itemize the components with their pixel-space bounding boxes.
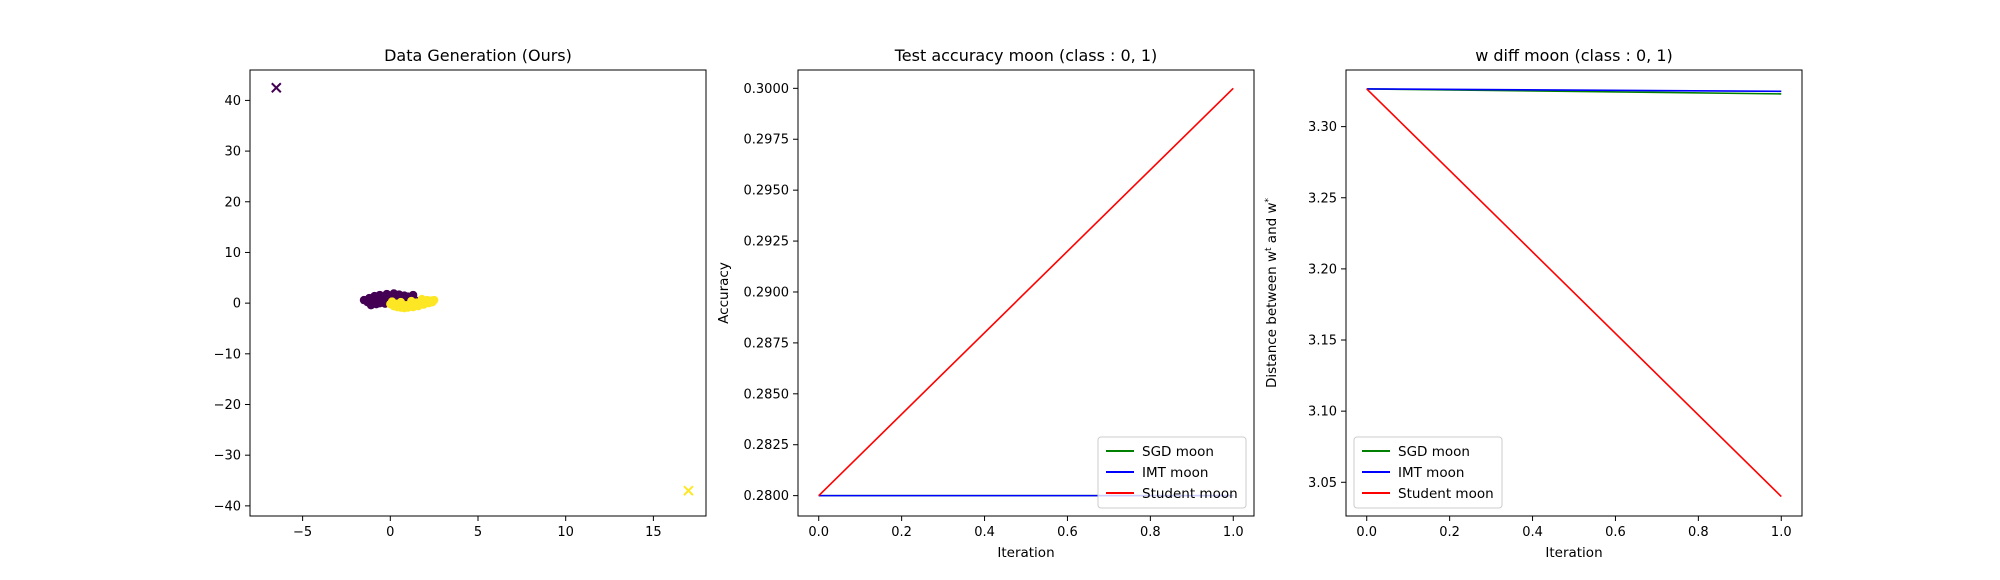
x-tick-label: 1.0 xyxy=(1771,525,1792,540)
series-line-student-moon xyxy=(1366,88,1782,498)
x-marker-class1 xyxy=(683,485,694,496)
x-tick-label: 1.0 xyxy=(1223,525,1244,540)
axes-frame xyxy=(1345,69,1803,517)
legend: SGD moon IMT moon Student moon xyxy=(1353,436,1503,509)
x-tick-label: −5 xyxy=(293,525,312,540)
y-tick-label: −10 xyxy=(214,347,241,362)
x-tick-label: 0.0 xyxy=(808,525,829,540)
plot-area xyxy=(818,87,1234,497)
axes-frame xyxy=(249,69,707,517)
y-tick-label: 3.30 xyxy=(1308,120,1337,135)
x-tick-label: 5 xyxy=(474,525,482,540)
legend-label: Student moon xyxy=(1398,486,1494,502)
x-marker-stroke xyxy=(683,485,694,496)
legend-box xyxy=(1097,436,1247,509)
x-tick-label: 0.4 xyxy=(1522,525,1543,540)
legend-box xyxy=(1353,436,1503,509)
scatter-point-class1 xyxy=(417,294,427,304)
x-tick-label: 0.8 xyxy=(1140,525,1161,540)
legend-entry: SGD moon xyxy=(1362,444,1470,460)
y-tick-label: −40 xyxy=(214,499,241,514)
scatter-point-class0 xyxy=(393,291,402,301)
scatter-point-class0 xyxy=(375,298,384,308)
y-tick-label: 0.2950 xyxy=(744,184,790,199)
series-line-imt-moon xyxy=(1366,88,1782,93)
y-tick-label: 3.25 xyxy=(1308,191,1337,206)
y-tick-label: 0.2800 xyxy=(744,489,790,504)
x-tick-label: 0.6 xyxy=(1057,525,1078,540)
chart-panel-2: Test accuracy moon (class : 0, 1) 0.0 0.2 0… xyxy=(716,46,1255,561)
series-line-student-moon xyxy=(818,87,1234,497)
plot-area xyxy=(271,82,694,496)
x-marker-class0 xyxy=(271,82,282,93)
x-tick-label: 0.8 xyxy=(1688,525,1709,540)
legend-entry: IMT moon xyxy=(1106,465,1208,481)
x-marker-stroke xyxy=(271,82,282,93)
y-tick-label: 30 xyxy=(224,145,241,160)
chart-panel-1: Data Generation (Ours) −5 0 5 10 15 −40 −30 −20 −… xyxy=(214,46,707,540)
y-axis-label: Distance between wt and w* xyxy=(1264,197,1280,388)
y-tick-label: 0.2825 xyxy=(744,438,790,453)
plot-area xyxy=(1366,88,1782,498)
scatter-point-class1 xyxy=(407,296,416,306)
y-tick-label: 0.2875 xyxy=(744,336,790,351)
legend-entry: SGD moon xyxy=(1106,444,1214,460)
y-tick-label: 40 xyxy=(224,94,241,109)
y-tick-label: 0.3000 xyxy=(744,82,790,97)
y-tick-label: 3.10 xyxy=(1308,405,1337,420)
y-tick-label: 0.2925 xyxy=(744,235,790,250)
x-tick-label: 0.0 xyxy=(1356,525,1377,540)
legend: SGD moon IMT moon Student moon xyxy=(1097,436,1247,509)
chart-panel-3: w diff moon (class : 0, 1) 0.0 0.2 0.4 0.6 0.… xyxy=(1264,46,1803,561)
y-tick-label: 0 xyxy=(233,297,241,312)
x-tick-label: 10 xyxy=(557,525,574,540)
y-tick-label: −20 xyxy=(214,398,241,413)
y-tick-label: 3.05 xyxy=(1308,476,1337,491)
x-axis-label: Iteration xyxy=(1545,545,1602,561)
y-tick-label: 10 xyxy=(224,246,241,261)
legend-entry: Student moon xyxy=(1106,486,1238,502)
legend-label: SGD moon xyxy=(1398,444,1470,460)
chart-title: Data Generation (Ours) xyxy=(384,46,572,65)
chart-title: w diff moon (class : 0, 1) xyxy=(1475,46,1673,65)
scatter-point-class0 xyxy=(366,300,376,310)
y-tick-label: 20 xyxy=(224,195,241,210)
y-tick-label: 0.2975 xyxy=(744,133,790,148)
legend-entry: IMT moon xyxy=(1362,465,1464,481)
legend-label: SGD moon xyxy=(1142,444,1214,460)
chart-title: Test accuracy moon (class : 0, 1) xyxy=(894,46,1158,65)
x-tick-label: 15 xyxy=(645,525,662,540)
x-axis-label: Iteration xyxy=(997,545,1054,561)
x-tick-label: 0.4 xyxy=(974,525,995,540)
x-tick-label: 0.6 xyxy=(1605,525,1626,540)
y-tick-label: 3.20 xyxy=(1308,262,1337,277)
y-tick-label: 3.15 xyxy=(1308,334,1337,349)
y-tick-label: 0.2900 xyxy=(744,285,790,300)
legend-label: Student moon xyxy=(1142,486,1238,502)
y-tick-label: 0.2850 xyxy=(744,387,790,402)
x-tick-label: 0.2 xyxy=(1439,525,1460,540)
scatter-point-class1 xyxy=(429,295,439,305)
legend-entry: Student moon xyxy=(1362,486,1494,502)
legend-label: IMT moon xyxy=(1398,465,1464,481)
scatter-point-class1 xyxy=(396,297,406,307)
y-axis-label: Accuracy xyxy=(716,262,732,324)
legend-label: IMT moon xyxy=(1142,465,1208,481)
axes-frame xyxy=(797,69,1255,517)
y-tick-label: −30 xyxy=(214,449,241,464)
x-tick-label: 0 xyxy=(386,525,394,540)
x-tick-label: 0.2 xyxy=(891,525,912,540)
